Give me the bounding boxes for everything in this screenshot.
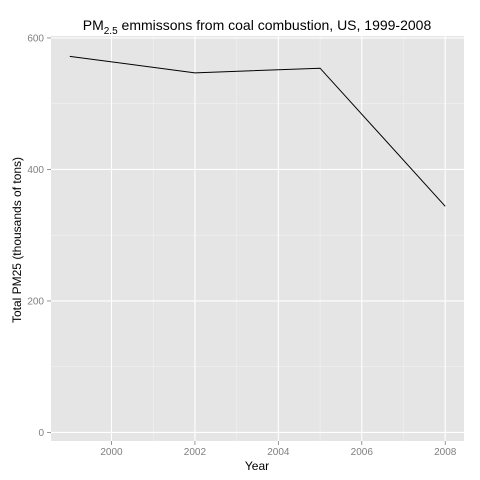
chart-title-prefix: PM xyxy=(83,17,104,33)
plot-panel xyxy=(51,36,464,441)
y-tick-label: 200 xyxy=(27,296,44,307)
chart-title-rest: emmissons from coal combustion, US, 1999… xyxy=(118,17,432,33)
panel-background xyxy=(51,36,464,441)
x-axis-tick-labels: 2000 2002 2004 2006 2008 xyxy=(100,441,457,458)
x-tick-label: 2000 xyxy=(100,447,123,458)
x-tick-label: 2008 xyxy=(434,447,457,458)
x-tick-label: 2002 xyxy=(184,447,207,458)
chart-title-subscript: 2.5 xyxy=(104,26,118,37)
x-axis-label: Year xyxy=(245,459,269,473)
chart-title: PM2.5 emmissons from coal combustion, US… xyxy=(83,17,432,37)
x-tick-label: 2004 xyxy=(267,447,290,458)
y-axis-tick-labels: 0 200 400 600 xyxy=(27,33,51,439)
x-tick-label: 2006 xyxy=(351,447,374,458)
y-tick-label: 0 xyxy=(38,428,44,439)
y-axis-label: Total PM25 (thousands of tons) xyxy=(10,157,24,323)
y-tick-label: 600 xyxy=(27,33,44,44)
y-tick-label: 400 xyxy=(27,165,44,176)
series-line xyxy=(69,55,446,207)
